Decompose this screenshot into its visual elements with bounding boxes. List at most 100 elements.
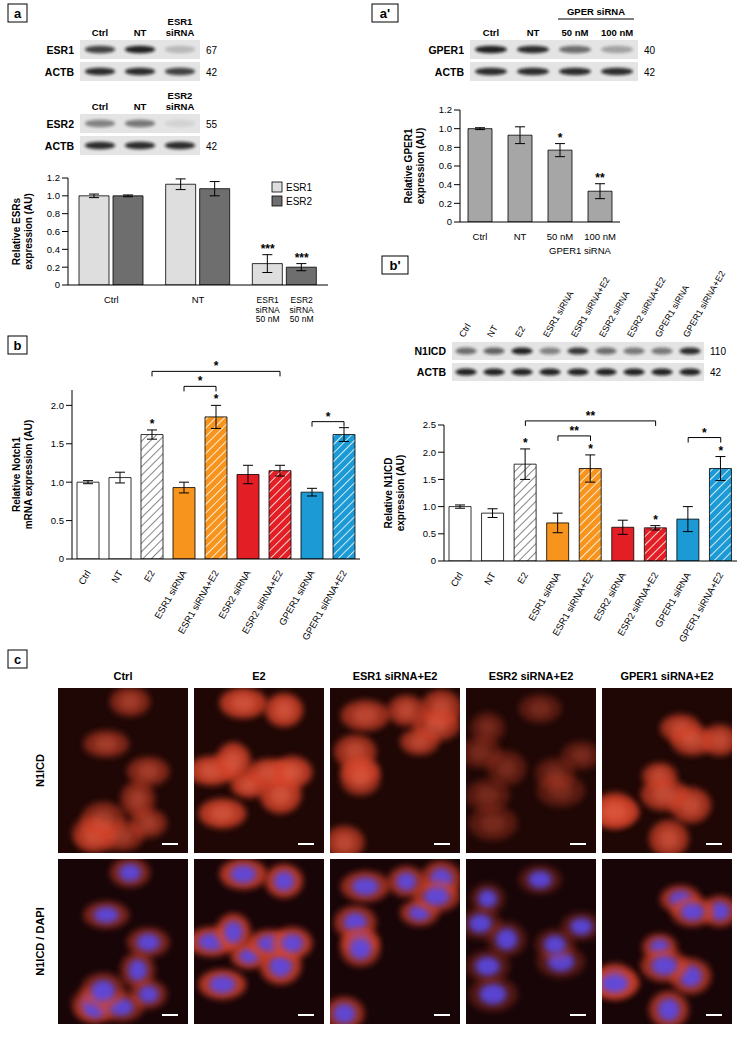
svg-text:*: * bbox=[653, 513, 658, 527]
svg-text:siRNA: siRNA bbox=[256, 305, 280, 315]
svg-text:1.2: 1.2 bbox=[47, 172, 60, 183]
svg-text:55: 55 bbox=[206, 119, 218, 130]
svg-text:expression (AU): expression (AU) bbox=[23, 193, 34, 270]
svg-text:0.2: 0.2 bbox=[47, 262, 60, 273]
svg-text:0.8: 0.8 bbox=[439, 142, 452, 153]
svg-text:1.2: 1.2 bbox=[439, 104, 452, 115]
svg-text:ESR1: ESR1 bbox=[168, 16, 194, 27]
svg-text:GPER1 siRNA+E2: GPER1 siRNA+E2 bbox=[620, 670, 713, 682]
svg-text:ESR1 siRNA+E2: ESR1 siRNA+E2 bbox=[353, 670, 438, 682]
svg-text:0.6: 0.6 bbox=[439, 160, 452, 171]
svg-text:ESR2: ESR2 bbox=[291, 295, 313, 305]
svg-text:ESR2 siRNA+E2: ESR2 siRNA+E2 bbox=[615, 570, 660, 637]
svg-text:GPER1 siRNA+E2: GPER1 siRNA+E2 bbox=[681, 269, 727, 339]
svg-text:ESR2 siRNA: ESR2 siRNA bbox=[597, 289, 631, 339]
svg-text:110: 110 bbox=[710, 346, 726, 357]
svg-text:E2: E2 bbox=[141, 568, 156, 584]
svg-text:42: 42 bbox=[710, 367, 722, 378]
svg-text:***: *** bbox=[295, 251, 309, 265]
svg-text:siRNA: siRNA bbox=[166, 101, 195, 112]
svg-text:50 nM: 50 nM bbox=[290, 314, 314, 324]
svg-text:Ctrl: Ctrl bbox=[114, 670, 133, 682]
svg-text:GPER siRNA: GPER siRNA bbox=[567, 6, 625, 17]
svg-text:GPER1 siRNA: GPER1 siRNA bbox=[653, 283, 691, 339]
svg-text:0: 0 bbox=[55, 279, 60, 290]
svg-text:ESR2 siRNA+E2: ESR2 siRNA+E2 bbox=[239, 568, 284, 635]
svg-text:NT: NT bbox=[527, 27, 540, 38]
svg-text:40: 40 bbox=[644, 45, 656, 56]
svg-text:GPER1 siRNA+E2: GPER1 siRNA+E2 bbox=[300, 568, 349, 642]
svg-text:E2: E2 bbox=[252, 670, 265, 682]
svg-text:0.4: 0.4 bbox=[47, 244, 60, 255]
svg-text:100 nM: 100 nM bbox=[584, 231, 616, 242]
svg-text:2.0: 2.0 bbox=[423, 447, 436, 458]
svg-text:*: * bbox=[198, 374, 203, 388]
svg-text:*: * bbox=[214, 392, 219, 406]
svg-text:GPER1 siRNA: GPER1 siRNA bbox=[549, 245, 611, 256]
svg-text:a': a' bbox=[380, 6, 390, 21]
svg-text:42: 42 bbox=[644, 67, 656, 78]
svg-text:1.0: 1.0 bbox=[439, 123, 452, 134]
svg-text:ACTB: ACTB bbox=[417, 366, 447, 378]
svg-text:42: 42 bbox=[206, 67, 218, 78]
svg-text:expression (AU): expression (AU) bbox=[395, 455, 406, 532]
svg-text:ESR2: ESR2 bbox=[47, 118, 75, 130]
svg-text:NT: NT bbox=[109, 568, 125, 585]
svg-text:0: 0 bbox=[447, 216, 452, 227]
svg-text:Relative Notch1: Relative Notch1 bbox=[11, 437, 22, 512]
svg-text:Ctrl: Ctrl bbox=[104, 294, 119, 305]
svg-text:b: b bbox=[14, 338, 22, 353]
svg-text:Ctrl: Ctrl bbox=[448, 570, 465, 588]
svg-text:ESR2: ESR2 bbox=[168, 90, 193, 101]
svg-text:1.5: 1.5 bbox=[423, 474, 436, 485]
svg-text:GPER1 siRNA+E2: GPER1 siRNA+E2 bbox=[676, 570, 725, 644]
svg-text:ESR1 siRNA: ESR1 siRNA bbox=[541, 289, 575, 339]
svg-text:ESR2 siRNA: ESR2 siRNA bbox=[591, 570, 628, 623]
svg-text:0.6: 0.6 bbox=[47, 226, 60, 237]
svg-text:50 nM: 50 nM bbox=[562, 27, 589, 38]
svg-text:42: 42 bbox=[206, 141, 218, 152]
svg-text:ESR1: ESR1 bbox=[286, 182, 313, 193]
svg-text:ESR1: ESR1 bbox=[257, 295, 279, 305]
svg-text:0.5: 0.5 bbox=[51, 515, 64, 526]
svg-text:*: * bbox=[326, 410, 331, 424]
svg-text:N1ICD: N1ICD bbox=[414, 345, 446, 357]
svg-text:E2: E2 bbox=[513, 324, 527, 339]
svg-text:Ctrl: Ctrl bbox=[473, 231, 488, 242]
svg-text:0.5: 0.5 bbox=[423, 528, 436, 539]
svg-text:ACTB: ACTB bbox=[435, 66, 465, 78]
svg-text:siRNA: siRNA bbox=[166, 27, 195, 38]
svg-text:N1ICD: N1ICD bbox=[34, 754, 46, 787]
svg-text:50 nM: 50 nM bbox=[547, 231, 573, 242]
svg-text:*: * bbox=[588, 442, 593, 456]
svg-text:1.0: 1.0 bbox=[47, 190, 60, 201]
svg-text:ESR2 siRNA+E2: ESR2 siRNA+E2 bbox=[489, 670, 574, 682]
svg-text:0.8: 0.8 bbox=[47, 208, 60, 219]
svg-text:ACTB: ACTB bbox=[45, 66, 75, 78]
svg-text:NT: NT bbox=[134, 101, 147, 112]
svg-text:*: * bbox=[523, 436, 528, 450]
svg-text:Relative GPER1: Relative GPER1 bbox=[403, 128, 414, 203]
svg-text:expression (AU): expression (AU) bbox=[415, 128, 426, 205]
svg-text:***: *** bbox=[261, 242, 275, 256]
svg-text:siRNA: siRNA bbox=[290, 305, 314, 315]
svg-text:ESR1 siRNA: ESR1 siRNA bbox=[152, 568, 189, 621]
svg-text:ESR1 siRNA+E2: ESR1 siRNA+E2 bbox=[175, 568, 220, 635]
svg-text:ESR2: ESR2 bbox=[286, 196, 313, 207]
svg-text:Ctrl: Ctrl bbox=[92, 101, 108, 112]
svg-text:**: ** bbox=[595, 171, 605, 185]
svg-text:*: * bbox=[718, 444, 723, 458]
svg-text:1.0: 1.0 bbox=[423, 501, 436, 512]
svg-text:0: 0 bbox=[59, 553, 64, 564]
svg-text:mRNA expression (AU): mRNA expression (AU) bbox=[23, 420, 34, 530]
svg-text:2.0: 2.0 bbox=[51, 400, 64, 411]
svg-text:ESR1 siRNA+E2: ESR1 siRNA+E2 bbox=[569, 275, 612, 339]
svg-text:b': b' bbox=[389, 258, 400, 273]
svg-text:Relative ESRs: Relative ESRs bbox=[11, 197, 22, 265]
svg-text:1.0: 1.0 bbox=[51, 477, 64, 488]
svg-text:Relative N1ICD: Relative N1ICD bbox=[383, 457, 394, 528]
svg-text:ACTB: ACTB bbox=[45, 140, 75, 152]
svg-text:*: * bbox=[150, 417, 155, 431]
svg-text:0: 0 bbox=[431, 555, 436, 566]
svg-text:100 nM: 100 nM bbox=[601, 27, 633, 38]
